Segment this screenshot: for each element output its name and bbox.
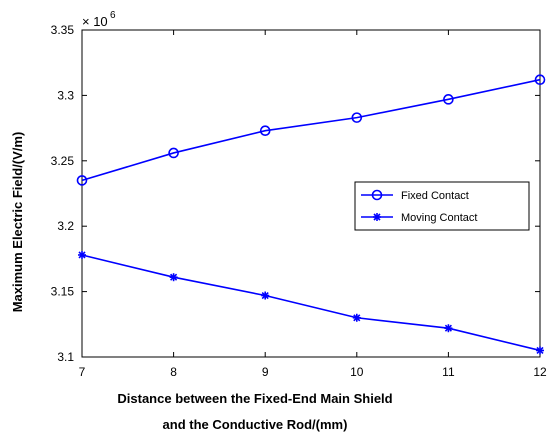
x-axis-title-line2: and the Conductive Rod/(mm)	[163, 417, 348, 432]
x-tick-label: 8	[170, 365, 177, 379]
data-point	[534, 74, 546, 86]
series-line-1	[81, 254, 541, 352]
x-tick-label: 9	[262, 365, 269, 379]
data-point	[76, 175, 88, 186]
x-tick-label: 12	[533, 365, 547, 379]
data-point	[352, 313, 361, 322]
y-tick-label: 3.3	[57, 88, 74, 102]
y-axis-title: Maximum Electric Field/(V/m)	[10, 132, 25, 313]
legend-marker	[371, 189, 383, 201]
y-tick-label: 3.35	[51, 23, 75, 37]
data-point	[261, 291, 270, 300]
legend-label: Fixed Contact	[401, 190, 469, 202]
legend	[354, 181, 530, 231]
x-tick-label: 11	[442, 365, 455, 379]
y-tick-label: 3.2	[57, 219, 74, 233]
data-point	[169, 273, 178, 282]
data-point	[444, 324, 453, 333]
data-point	[536, 346, 544, 355]
legend-marker	[373, 213, 381, 221]
x-tick-label: 7	[79, 365, 86, 379]
y-axis-multiplier-exponent: 6	[110, 10, 116, 21]
y-tick-label: 3.25	[51, 154, 75, 168]
x-tick-label: 10	[350, 365, 364, 379]
x-axis-title-line1: Distance between the Fixed-End Main Shie…	[117, 391, 392, 406]
data-point	[168, 147, 179, 159]
legend-label: Moving Contact	[401, 212, 477, 224]
y-axis-multiplier: × 10	[82, 14, 108, 29]
data-point	[78, 250, 86, 259]
data-point	[259, 125, 271, 137]
y-tick-label: 3.15	[51, 285, 75, 299]
data-point	[443, 94, 454, 105]
series-line-0	[81, 78, 541, 182]
y-tick-label: 3.1	[57, 350, 74, 364]
data-point	[351, 112, 363, 123]
